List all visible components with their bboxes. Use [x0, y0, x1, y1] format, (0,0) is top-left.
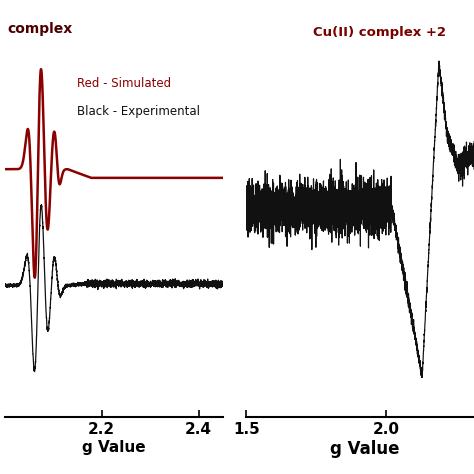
Text: Red - Simulated: Red - Simulated	[77, 77, 171, 90]
X-axis label: g Value: g Value	[82, 440, 146, 455]
Text: Cu(II) complex +2: Cu(II) complex +2	[313, 27, 446, 39]
Text: Black - Experimental: Black - Experimental	[77, 105, 200, 118]
X-axis label: g Value: g Value	[330, 440, 400, 458]
Text: complex: complex	[7, 22, 72, 36]
